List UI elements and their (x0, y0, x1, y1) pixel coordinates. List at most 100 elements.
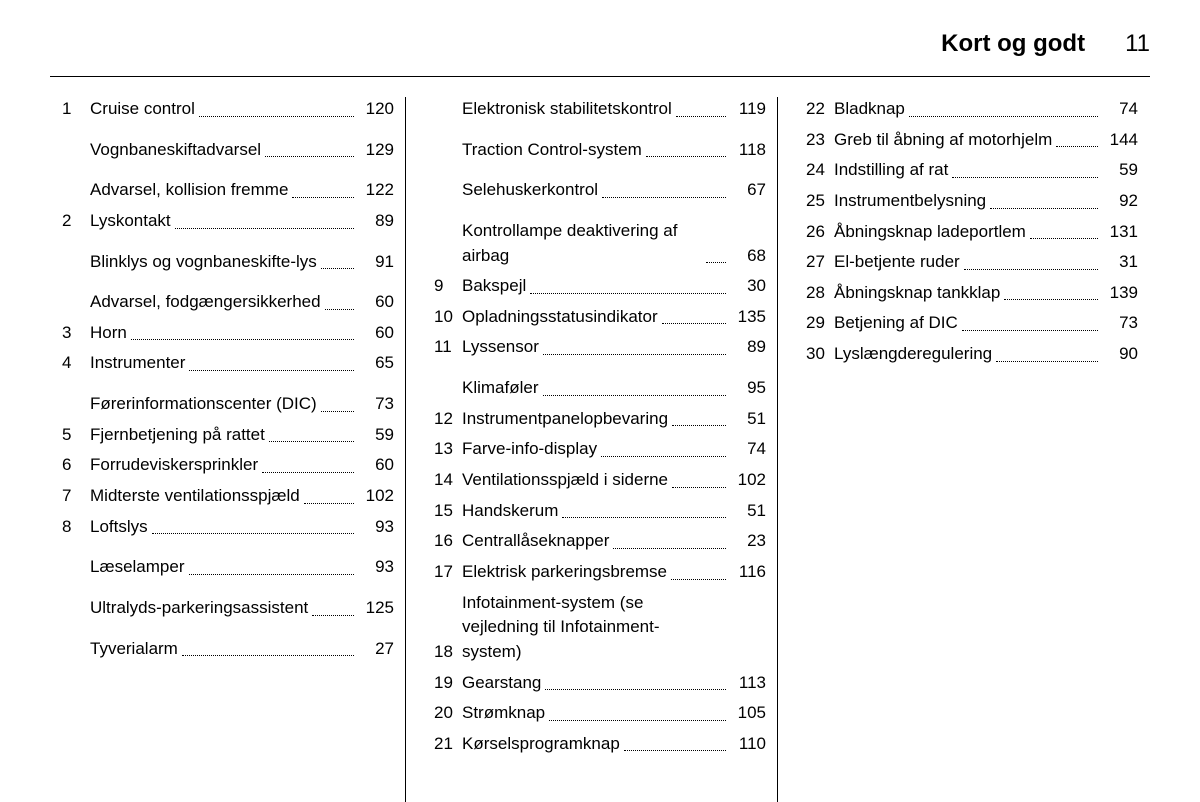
toc-dots (304, 503, 354, 504)
toc-dots (1030, 238, 1098, 239)
toc-entry: 14Ventilationsspjæld i siderne102 (434, 468, 766, 493)
toc-entry-number: 28 (806, 281, 834, 306)
toc-entry-number: 19 (434, 671, 462, 696)
toc-dots (1004, 299, 1098, 300)
toc-entry-page: 110 (730, 732, 766, 757)
toc-entry-page: 73 (358, 392, 394, 417)
toc-entry-label: Vognbaneskiftadvarsel (90, 138, 261, 163)
toc-entry-label: Lyssensor (462, 335, 539, 360)
toc-entry-label: Klimaføler (462, 376, 539, 401)
toc-entry: 9Bakspejl30 (434, 274, 766, 299)
toc-dots (676, 116, 726, 117)
toc-dots (624, 750, 726, 751)
toc-entry-number: 7 (62, 484, 90, 509)
toc-entry-label: Handskerum (462, 499, 558, 524)
toc-dots (189, 574, 355, 575)
toc-entry-number: 29 (806, 311, 834, 336)
toc-entry-label: Advarsel, fodgængersik­kerhed (90, 290, 321, 315)
toc-dots (131, 339, 354, 340)
toc-entry-label: Læselamper (90, 555, 185, 580)
toc-entry: Traction Control-system118 (434, 138, 766, 163)
toc-entry-number: 2 (62, 209, 90, 234)
toc-entry-label: Fjernbetjening på rattet (90, 423, 265, 448)
toc-entry: 2Lyskontakt 89 (62, 209, 394, 234)
toc-entry-number: 4 (62, 351, 90, 376)
toc-entry: 29Betjening af DIC73 (806, 311, 1138, 336)
toc-entry-label: Førerinformationscenter (DIC) (90, 392, 317, 417)
toc-dots (189, 370, 354, 371)
toc-dots (543, 395, 726, 396)
toc-column-1: 1Cruise control120Vognbaneskiftadvarsel1… (50, 97, 406, 762)
toc-dots (613, 548, 726, 549)
toc-entry: Advarsel, kollision fremme122 (62, 178, 394, 203)
toc-entry-number: 14 (434, 468, 462, 493)
toc-entry-label: Strømknap (462, 701, 545, 726)
toc-dots (962, 330, 1098, 331)
toc-entry-page: 91 (358, 250, 394, 275)
toc-entry-page: 74 (730, 437, 766, 462)
toc-dots (1056, 146, 1098, 147)
toc-entry: Læselamper 93 (62, 555, 394, 580)
toc-entry-page: 60 (358, 290, 394, 315)
toc-entry: 30Lyslængderegulering90 (806, 342, 1138, 367)
toc-entry-number: 5 (62, 423, 90, 448)
toc-entry-label: Loftslys (90, 515, 148, 540)
toc-dots (543, 354, 726, 355)
toc-entry-label: Cruise control (90, 97, 195, 122)
toc-entry-number: 21 (434, 732, 462, 757)
toc-entry-number: 26 (806, 220, 834, 245)
toc-entry-page: 51 (730, 499, 766, 524)
toc-entry-page: 60 (358, 321, 394, 346)
toc-entry-page: 30 (730, 274, 766, 299)
toc-entry-label: Ultralyds-parkeringsas­sistent (90, 596, 308, 621)
toc-entry-page: 116 (730, 560, 766, 585)
toc-entry-number: 25 (806, 189, 834, 214)
toc-entry-label: Instrumentpanelopbe­varing (462, 407, 668, 432)
toc-entry-page: 60 (358, 453, 394, 478)
toc-entry-label: Indstilling af rat (834, 158, 948, 183)
toc-entry-number: 23 (806, 128, 834, 153)
toc-entry: 26Åbningsknap ladeportlem131 (806, 220, 1138, 245)
toc-entry-number: 15 (434, 499, 462, 524)
toc-dots (601, 456, 726, 457)
toc-dots (292, 197, 354, 198)
toc-entry: 6Forrudeviskersprinkler60 (62, 453, 394, 478)
toc-entry: 28Åbningsknap tankklap139 (806, 281, 1138, 306)
toc-entry-label: El-betjente ruder (834, 250, 960, 275)
toc-entry: Tyverialarm27 (62, 637, 394, 662)
toc-entry-number: 27 (806, 250, 834, 275)
toc-entry: 4Instrumenter65 (62, 351, 394, 376)
toc-entry: 7Midterste ventilations­spjæld102 (62, 484, 394, 509)
toc-spacer (62, 627, 394, 637)
toc-entry-page: 89 (730, 335, 766, 360)
toc-entry-label: Midterste ventilations­spjæld (90, 484, 300, 509)
toc-entry: Førerinformationscenter (DIC) 73 (62, 392, 394, 417)
toc-entry-page: 93 (358, 555, 394, 580)
toc-dots (909, 116, 1098, 117)
toc-entry-number: 10 (434, 305, 462, 330)
toc-entry-number: 24 (806, 158, 834, 183)
toc-entry: Klimaføler 95 (434, 376, 766, 401)
toc-dots (646, 156, 726, 157)
toc-entry-number: 1 (62, 97, 90, 122)
toc-spacer (434, 128, 766, 138)
toc-entry-label: Infotainment-system (se vejledning til I… (462, 591, 702, 665)
toc-dots (530, 293, 726, 294)
toc-entry-page: 89 (358, 209, 394, 234)
toc-entry-label: Åbningsknap ladeportlem (834, 220, 1026, 245)
toc-columns: 1Cruise control120Vognbaneskiftadvarsel1… (50, 97, 1150, 762)
toc-entry: 20Strømknap105 (434, 701, 766, 726)
toc-dots (152, 533, 354, 534)
toc-entry: 17Elektrisk parkeringsbremse116 (434, 560, 766, 585)
toc-entry-label: Lyskontakt (90, 209, 171, 234)
toc-entry-label: Elektronisk stabilitets­kontrol (462, 97, 672, 122)
toc-entry-page: 95 (730, 376, 766, 401)
toc-entry-number: 18 (434, 640, 462, 665)
toc-entry-label: Horn (90, 321, 127, 346)
toc-dots (199, 116, 354, 117)
toc-entry-page: 129 (358, 138, 394, 163)
toc-spacer (62, 168, 394, 178)
toc-entry-number: 22 (806, 97, 834, 122)
toc-entry: 10Opladningsstatusindikator135 (434, 305, 766, 330)
toc-entry: Selehuskerkontrol67 (434, 178, 766, 203)
